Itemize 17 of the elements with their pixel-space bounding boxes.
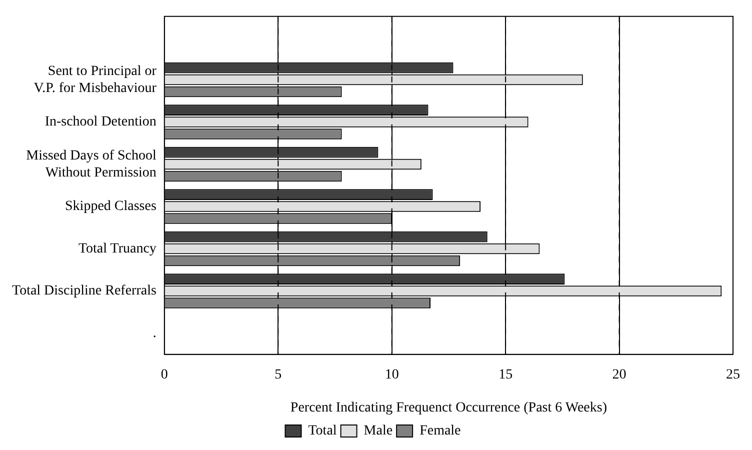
legend-label: Total [308,424,337,439]
y-tick-label: In-school Detention [44,114,156,130]
y-tick-label: . [152,326,156,341]
y-tick-label: Total Truancy [78,241,156,256]
x-tick-label: 15 [498,367,513,382]
y-tick-label: Sent to Principal or V.P. for Misbehaviour [34,64,157,96]
y-tick-label: Skipped Classes [65,199,156,214]
x-tick-label: 25 [726,367,740,382]
x-tick-label: 5 [274,367,282,382]
y-tick-label: Missed Days of School Without Permission [26,148,157,180]
legend-label: Female [420,424,461,439]
x-tick-label: 20 [612,367,626,382]
legend-label: Male [364,424,393,439]
x-tick-label: 10 [384,367,399,382]
y-tick-label: Total Discipline Referrals [12,284,156,299]
x-tick-label: 0 [160,367,168,382]
x-axis-title: Percent Indicating Frequenct Occurrence (Past 6 Weeks) [290,400,608,416]
